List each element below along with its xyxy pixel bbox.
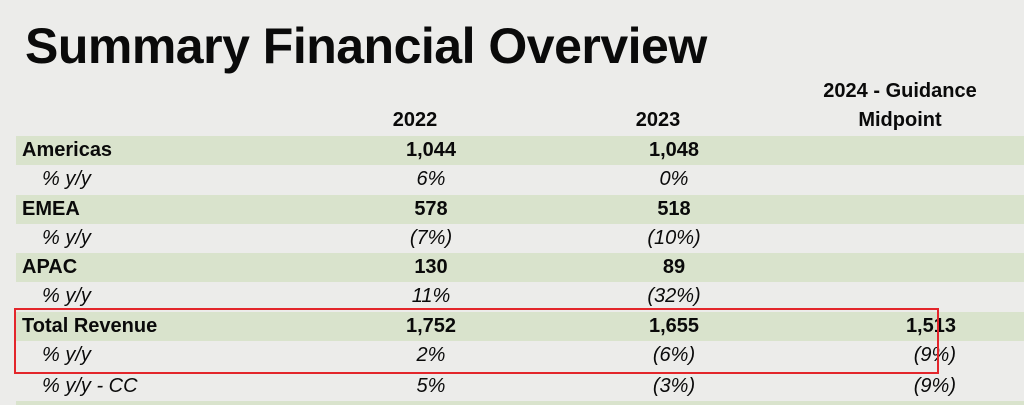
- column-header-2024-line1: 2024 - Guidance: [823, 80, 977, 102]
- value-2022: 578: [414, 198, 448, 220]
- value-2023: (10%): [647, 227, 701, 249]
- value-2022: 11%: [411, 285, 451, 307]
- table-row-americas: Americas 1,044 1,048: [16, 136, 1024, 165]
- row-label: APAC: [22, 256, 78, 278]
- row-label: % y/y: [42, 168, 91, 190]
- row-label: EMEA: [22, 198, 80, 220]
- value-2024: [846, 165, 956, 194]
- value-2024: (9%): [913, 344, 956, 366]
- value-2024: [846, 136, 956, 165]
- value-2024: [846, 195, 956, 224]
- value-2023: (32%): [647, 285, 701, 307]
- value-2024: [846, 253, 956, 282]
- value-2024: [846, 282, 956, 311]
- table-row-total-revenue: Total Revenue 1,752 1,655 1,513: [16, 312, 1024, 341]
- value-2023: (3%): [652, 375, 696, 397]
- row-label: % y/y: [42, 285, 91, 307]
- value-2022: 2%: [416, 344, 446, 366]
- value-2023: (6%): [652, 344, 696, 366]
- value-2023: 89: [662, 256, 686, 278]
- table-row-americas-yy: % y/y 6% 0%: [16, 165, 1024, 194]
- value-2023: 0%: [659, 168, 689, 190]
- value-2023: 1,655: [648, 315, 700, 337]
- value-2024: (9%): [913, 375, 956, 397]
- row-label: % y/y: [42, 227, 91, 249]
- row-label: Total Revenue: [22, 315, 158, 337]
- row-label: Americas: [22, 139, 113, 161]
- value-2022: 5%: [416, 375, 446, 397]
- value-2022: 6%: [416, 168, 446, 190]
- table-row-total-yy-cc: % y/y - CC 5% (3%) (9%): [16, 372, 1024, 401]
- table-row-apac-yy: % y/y 11% (32%): [16, 282, 1024, 311]
- row-label: % y/y: [42, 344, 91, 366]
- value-2024: 1,513: [905, 315, 956, 337]
- value-2022: 1,752: [405, 315, 457, 337]
- column-header-2022: 2022: [392, 109, 438, 131]
- value-2022: (7%): [409, 227, 453, 249]
- column-header-2023: 2023: [635, 109, 681, 131]
- table-row-emea-yy: % y/y (7%) (10%): [16, 224, 1024, 253]
- value-2022: 1,044: [405, 139, 457, 161]
- table-row-partial: [16, 401, 1024, 405]
- table-row-total-yy: % y/y 2% (6%) (9%): [16, 341, 1024, 370]
- value-2024: [846, 224, 956, 253]
- page-title: Summary Financial Overview: [25, 18, 707, 74]
- table-row-emea: EMEA 578 518: [16, 195, 1024, 224]
- table-row-apac: APAC 130 89: [16, 253, 1024, 282]
- value-2023: 1,048: [648, 139, 700, 161]
- row-label: % y/y - CC: [42, 375, 138, 397]
- value-2022: 130: [414, 256, 448, 278]
- value-2023: 518: [657, 198, 691, 220]
- total-revenue-highlight-box: [14, 308, 939, 374]
- column-header-2024-line2: Midpoint: [858, 109, 942, 131]
